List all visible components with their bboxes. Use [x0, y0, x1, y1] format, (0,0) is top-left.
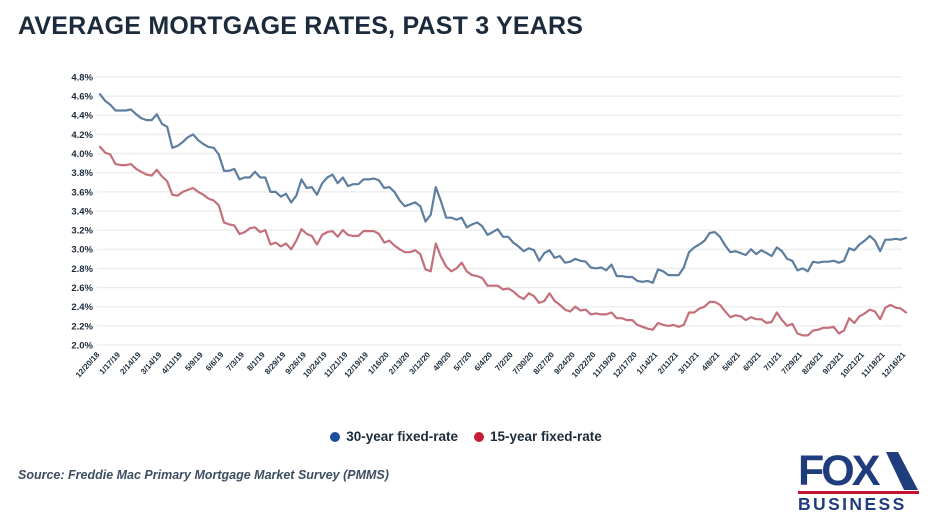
- x-axis-tick-label: 7/30/20: [511, 350, 536, 376]
- legend-label-15-year: 15-year fixed-rate: [490, 429, 602, 444]
- x-axis-tick-label: 7/3/19: [225, 350, 247, 373]
- x-axis-tick-label: 2/14/19: [118, 350, 143, 376]
- y-axis-tick-label: 3.4%: [71, 206, 93, 217]
- x-axis-tick-label: 3/14/19: [139, 350, 164, 376]
- x-axis-tick-label: 5/9/19: [183, 350, 205, 373]
- legend-label-30-year: 30-year fixed-rate: [346, 429, 458, 444]
- x-axis-tick-label: 12/20/18: [74, 350, 102, 380]
- x-axis-tick-label: 4/11/19: [160, 350, 185, 376]
- y-axis-tick-label: 3.8%: [71, 168, 93, 179]
- x-axis-tick-label: 5/7/20: [452, 350, 474, 373]
- x-axis-tick-label: 2/11/21: [656, 350, 681, 376]
- chart-title: AVERAGE MORTGAGE RATES, PAST 3 YEARS: [18, 12, 584, 40]
- y-axis-tick-label: 4.6%: [71, 92, 93, 103]
- x-axis-tick-label: 3/12/20: [408, 350, 433, 376]
- series-line-30-year-fixed-rate: [98, 93, 908, 284]
- x-axis-tick-label: 6/6/19: [204, 350, 226, 373]
- y-axis-tick-label: 2.2%: [71, 321, 93, 332]
- legend-dot-30-year-icon: [330, 431, 341, 442]
- x-axis-tick-label: 8/26/21: [800, 350, 825, 376]
- x-axis-tick-label: 3/11/21: [677, 350, 702, 376]
- y-axis-tick-label: 2.0%: [71, 340, 93, 351]
- legend-item-30-year: 30-year fixed-rate: [330, 429, 458, 444]
- x-axis-tick-label: 1/17/19: [98, 350, 123, 376]
- y-axis-tick-label: 4.8%: [71, 72, 93, 83]
- x-axis-tick-label: 6/3/21: [741, 350, 763, 373]
- series-line-15-year-fixed-rate: [98, 145, 908, 337]
- y-axis-tick-label: 4.4%: [71, 111, 93, 122]
- logo-red-divider: [798, 491, 919, 494]
- y-axis-tick-label: 3.6%: [71, 187, 93, 198]
- x-axis-tick-label: 4/9/20: [431, 350, 453, 373]
- y-axis-tick-label: 3.2%: [71, 226, 93, 237]
- x-axis-tick-label: 4/8/21: [700, 350, 722, 373]
- chart-plot-area: 4.8% 4.6% 4.4% 4.2% 4.0% 3.8% 3.6% 3.4% 3.2% 3.0%…: [71, 72, 908, 380]
- business-wordmark: BUSINESS: [798, 494, 907, 513]
- source-note: Source: Freddie Mac Primary Mortgage Mar…: [18, 468, 389, 482]
- y-axis-tick-label: 2.4%: [71, 302, 93, 313]
- x-axis-tick-label: 6/4/20: [473, 350, 495, 373]
- x-axis-tick-label: 8/29/19: [263, 350, 288, 376]
- legend-dot-15-year-icon: [474, 431, 484, 442]
- y-axis-tick-label: 2.8%: [71, 264, 93, 275]
- fox-searchlight-icon: [886, 452, 918, 490]
- x-axis-tick-label: 1/16/20: [366, 350, 391, 376]
- x-axis-tick-label: 2/13/20: [387, 350, 412, 376]
- x-axis-tick-label: 8/27/20: [532, 350, 557, 376]
- x-axis-tick-label: 1/14/21: [635, 350, 660, 376]
- y-axis-tick-label: 4.0%: [71, 149, 93, 160]
- x-axis-tick-label: 5/6/21: [721, 350, 743, 373]
- y-axis-tick-label: 2.6%: [71, 283, 93, 294]
- fox-wordmark: FOX: [798, 449, 881, 495]
- y-axis-tick-label: 4.2%: [71, 130, 93, 141]
- fox-business-logo: FOX BUSINESS: [798, 449, 919, 513]
- y-axis-tick-label: 3.0%: [71, 245, 93, 256]
- chart-legend: 30-year fixed-rate 15-year fixed-rate: [0, 429, 932, 444]
- x-axis-tick-label: 7/29/21: [780, 350, 805, 376]
- legend-item-15-year: 15-year fixed-rate: [474, 429, 602, 444]
